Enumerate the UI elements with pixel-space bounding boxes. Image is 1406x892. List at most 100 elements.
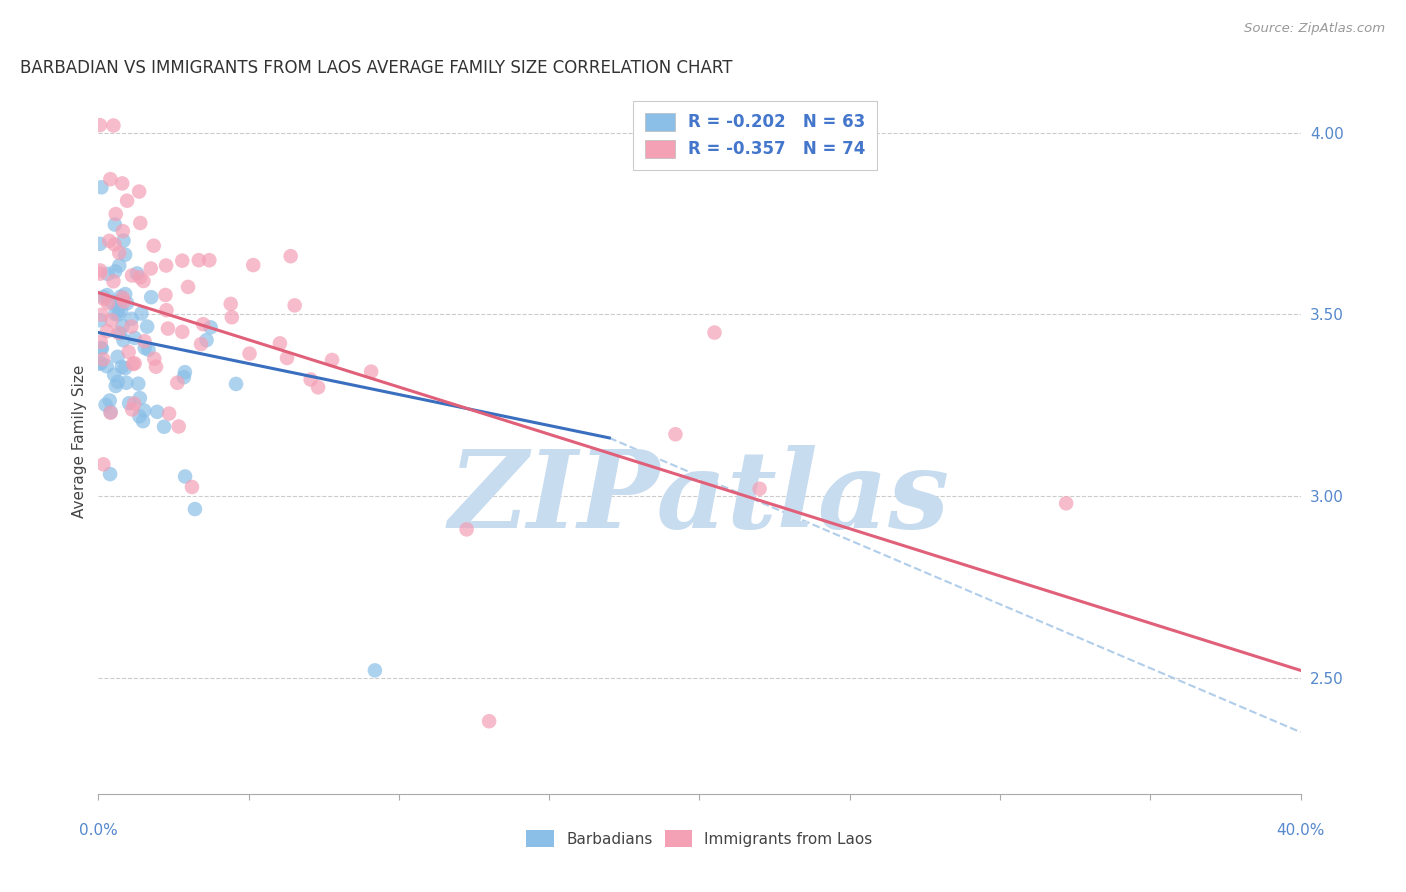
Point (89, 313, 111, 327)
Point (114, 361, 136, 376)
Point (174, 365, 197, 379)
Y-axis label: Average Family Size: Average Family Size (72, 365, 87, 518)
Point (115, 376, 138, 390)
Point (110, 303, 132, 318)
Point (93, 458, 115, 472)
Point (108, 259, 131, 273)
Point (108, 293, 131, 308)
Point (364, 664, 387, 678)
Point (104, 264, 127, 278)
Point (132, 274, 155, 288)
Point (184, 502, 207, 516)
Point (172, 253, 194, 268)
Point (103, 119, 125, 133)
Point (136, 319, 159, 334)
Point (110, 290, 132, 304)
Point (124, 356, 146, 370)
Point (98, 172, 121, 186)
Point (703, 326, 725, 340)
Point (122, 357, 145, 371)
Point (128, 409, 150, 424)
Point (307, 380, 329, 394)
Point (118, 396, 141, 410)
Point (128, 185, 150, 199)
Point (191, 317, 214, 331)
Point (156, 321, 179, 335)
Point (134, 334, 156, 348)
Point (155, 288, 177, 302)
Point (134, 341, 156, 355)
Point (107, 375, 129, 389)
Point (97, 267, 120, 281)
Point (114, 248, 136, 262)
Point (134, 403, 156, 417)
Point (664, 427, 686, 442)
Text: Source: ZipAtlas.com: Source: ZipAtlas.com (1244, 22, 1385, 36)
Point (103, 274, 125, 288)
Point (121, 268, 143, 283)
Text: 0.0%: 0.0% (79, 823, 118, 838)
Point (166, 376, 188, 390)
Point (121, 311, 143, 326)
Point (104, 218, 127, 232)
Point (242, 258, 264, 272)
Point (101, 295, 124, 310)
Point (112, 294, 135, 309)
Point (181, 480, 204, 494)
Point (280, 249, 302, 263)
Point (97, 296, 120, 310)
Point (155, 303, 177, 318)
Point (107, 350, 129, 364)
Text: BARBADIAN VS IMMIGRANTS FROM LAOS AVERAGE FAMILY SIZE CORRELATION CHART: BARBADIAN VS IMMIGRANTS FROM LAOS AVERAG… (20, 59, 733, 77)
Point (219, 297, 242, 311)
Text: ZIPatlas: ZIPatlas (449, 445, 950, 551)
Point (100, 406, 122, 420)
Point (187, 253, 209, 268)
Point (107, 326, 129, 340)
Point (195, 333, 218, 347)
Point (89, 357, 111, 371)
Point (142, 238, 165, 252)
Point (90, 334, 112, 349)
Point (321, 353, 343, 368)
Point (127, 376, 149, 391)
Point (122, 396, 145, 410)
Point (100, 405, 122, 419)
Point (120, 319, 142, 334)
Point (93, 292, 115, 306)
Point (128, 391, 150, 405)
Point (90, 356, 112, 370)
Point (129, 216, 152, 230)
Point (90, 180, 112, 194)
Point (200, 320, 222, 334)
Legend: Barbadians, Immigrants from Laos: Barbadians, Immigrants from Laos (520, 824, 879, 853)
Point (118, 345, 141, 359)
Point (96, 359, 118, 373)
Point (360, 365, 382, 379)
Point (121, 402, 143, 417)
Point (111, 224, 134, 238)
Point (104, 307, 127, 321)
Point (89, 263, 111, 277)
Text: 40.0%: 40.0% (1277, 823, 1324, 838)
Point (89, 118, 111, 132)
Point (103, 368, 125, 382)
Point (108, 326, 131, 341)
Point (299, 372, 322, 386)
Point (111, 318, 134, 333)
Point (90, 342, 112, 356)
Point (98, 234, 121, 248)
Point (112, 234, 135, 248)
Point (129, 270, 152, 285)
Point (131, 306, 153, 320)
Point (138, 343, 160, 357)
Point (174, 469, 197, 483)
Point (90, 308, 112, 322)
Point (748, 482, 770, 496)
Point (143, 351, 166, 366)
Point (456, 522, 478, 536)
Point (104, 379, 127, 393)
Point (284, 298, 307, 312)
Point (132, 414, 155, 428)
Point (100, 313, 122, 327)
